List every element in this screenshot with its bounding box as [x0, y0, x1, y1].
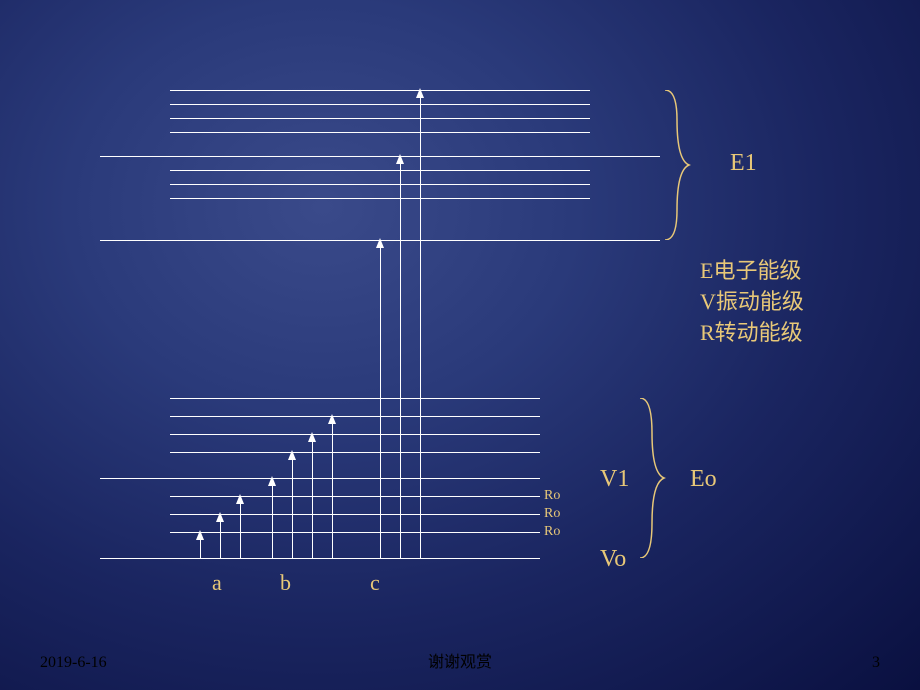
vibration-level-label-v1: V1 [600, 466, 629, 493]
brace-lower-icon [640, 398, 670, 558]
transition-arrow [240, 496, 241, 558]
transition-arrow [380, 240, 381, 558]
level-line [100, 478, 540, 479]
level-line [170, 184, 590, 185]
level-line [170, 452, 540, 453]
transition-arrow [312, 434, 313, 558]
rotation-level-label: Ro [544, 506, 560, 522]
arrow-head-icon [216, 512, 224, 522]
legend-block: E电子能级 V振动能级 R转动能级 [700, 256, 804, 348]
arrow-head-icon [396, 154, 404, 164]
footer-date: 2019-6-16 [40, 654, 107, 672]
footer-page-number: 3 [872, 654, 880, 672]
rotation-level-label: Ro [544, 524, 560, 540]
transition-arrow [292, 452, 293, 558]
transition-arrow [332, 416, 333, 558]
arrow-head-icon [376, 238, 384, 248]
arrow-group-label-b: b [280, 570, 291, 596]
arrow-group-label-a: a [212, 570, 222, 596]
level-line [170, 398, 540, 399]
arrow-head-icon [268, 476, 276, 486]
electronic-level-label-e1: E1 [730, 150, 757, 177]
arrow-group-label-c: c [370, 570, 380, 596]
energy-level-diagram: a b c Ro Ro Ro V1 Vo E1 Eo E电子能级 V振动能级 R… [0, 0, 920, 690]
level-line [100, 156, 660, 157]
transition-arrow [420, 90, 421, 558]
transition-arrow [400, 156, 401, 558]
level-line [170, 514, 540, 515]
level-line [170, 90, 590, 91]
legend-electronic: E电子能级 [700, 256, 804, 287]
level-line [170, 104, 590, 105]
legend-vibration: V振动能级 [700, 287, 804, 318]
arrow-head-icon [328, 414, 336, 424]
level-line [170, 416, 540, 417]
level-line [170, 496, 540, 497]
level-line [100, 558, 540, 559]
level-line [170, 434, 540, 435]
arrow-head-icon [416, 88, 424, 98]
legend-rotation: R转动能级 [700, 318, 804, 349]
level-line [170, 170, 590, 171]
arrow-head-icon [308, 432, 316, 442]
transition-arrow [272, 478, 273, 558]
brace-upper-icon [665, 90, 695, 240]
level-line [170, 532, 540, 533]
vibration-level-label-vo: Vo [600, 546, 626, 573]
arrow-head-icon [196, 530, 204, 540]
level-line [170, 118, 590, 119]
level-line [170, 198, 590, 199]
footer-center-text: 谢谢观赏 [428, 648, 492, 672]
arrow-head-icon [236, 494, 244, 504]
electronic-level-label-eo: Eo [690, 466, 717, 493]
level-line [170, 132, 590, 133]
arrow-head-icon [288, 450, 296, 460]
rotation-level-label: Ro [544, 488, 560, 504]
